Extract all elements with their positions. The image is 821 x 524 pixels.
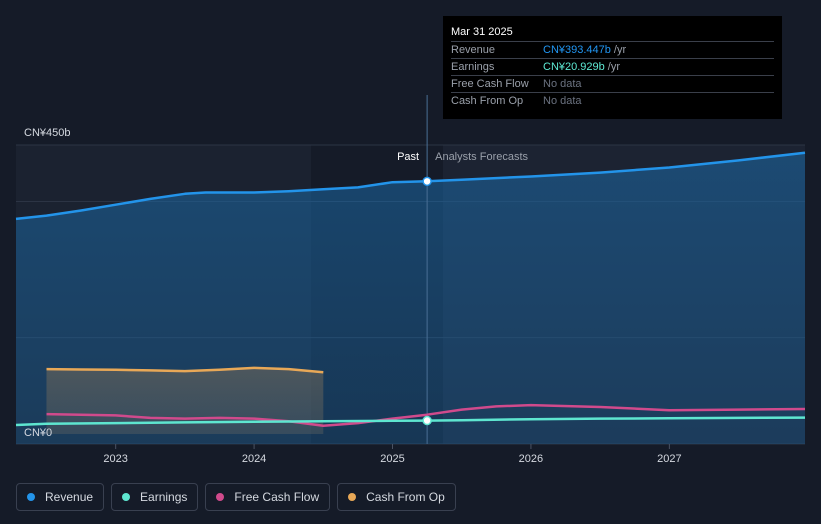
x-tick-label: 2025: [380, 453, 404, 465]
legend-label: Free Cash Flow: [234, 490, 320, 504]
earnings-line: [15, 416, 806, 427]
tooltip: Mar 31 2025 Revenue CN¥393.447b /yr Earn…: [443, 16, 782, 119]
legend-dot-icon: [27, 493, 35, 501]
tooltip-row-revenue: Revenue CN¥393.447b /yr: [451, 41, 774, 58]
tooltip-label: Revenue: [451, 44, 496, 56]
tooltip-value: No data: [543, 78, 582, 90]
legend-item-free-cash-flow[interactable]: Free Cash Flow: [205, 483, 331, 511]
legend-label: Revenue: [45, 490, 94, 504]
x-tick-label: 2027: [657, 453, 681, 465]
legend-dot-icon: [216, 493, 225, 501]
tooltip-row-free-cash-flow: Free Cash Flow No data: [451, 75, 774, 92]
tooltip-unit: /yr: [607, 61, 621, 73]
x-tick-label: 2023: [103, 453, 127, 465]
tooltip-value: No data: [543, 95, 582, 107]
legend-item-revenue[interactable]: Revenue: [16, 483, 105, 511]
forecast-label: Analysts Forecasts: [435, 151, 528, 163]
legend-dot-icon: [348, 493, 357, 501]
tooltip-row-earnings: Earnings CN¥20.929b /yr: [451, 58, 774, 75]
y-tick-label: CN¥450b: [24, 127, 70, 139]
tooltip-value: CN¥20.929b: [543, 61, 605, 73]
y-tick-label: CN¥0: [24, 427, 52, 439]
x-tick-label: 2026: [519, 453, 543, 465]
legend: Revenue Earnings Free Cash Flow Cash Fro…: [16, 483, 463, 511]
legend-label: Earnings: [140, 490, 188, 504]
past-label: Past: [397, 151, 419, 163]
revenue-line: [15, 151, 806, 221]
cash-from-op-line: [46, 366, 324, 374]
x-tick-label: 2024: [242, 453, 266, 465]
legend-dot-icon: [122, 493, 131, 501]
legend-item-cash-from-op[interactable]: Cash From Op: [337, 483, 456, 511]
tooltip-value: CN¥393.447b: [543, 44, 611, 56]
tooltip-row-cash-from-op: Cash From Op No data: [451, 92, 774, 109]
legend-label: Cash From Op: [366, 490, 445, 504]
revenue-point: [422, 176, 432, 187]
tooltip-date: Mar 31 2025: [451, 26, 513, 38]
tooltip-label: Free Cash Flow: [451, 78, 529, 90]
tooltip-unit: /yr: [613, 44, 627, 56]
tooltip-label: Earnings: [451, 61, 495, 73]
tooltip-label: Cash From Op: [451, 95, 524, 107]
legend-item-earnings[interactable]: Earnings: [111, 483, 199, 511]
earnings-point: [422, 415, 432, 426]
